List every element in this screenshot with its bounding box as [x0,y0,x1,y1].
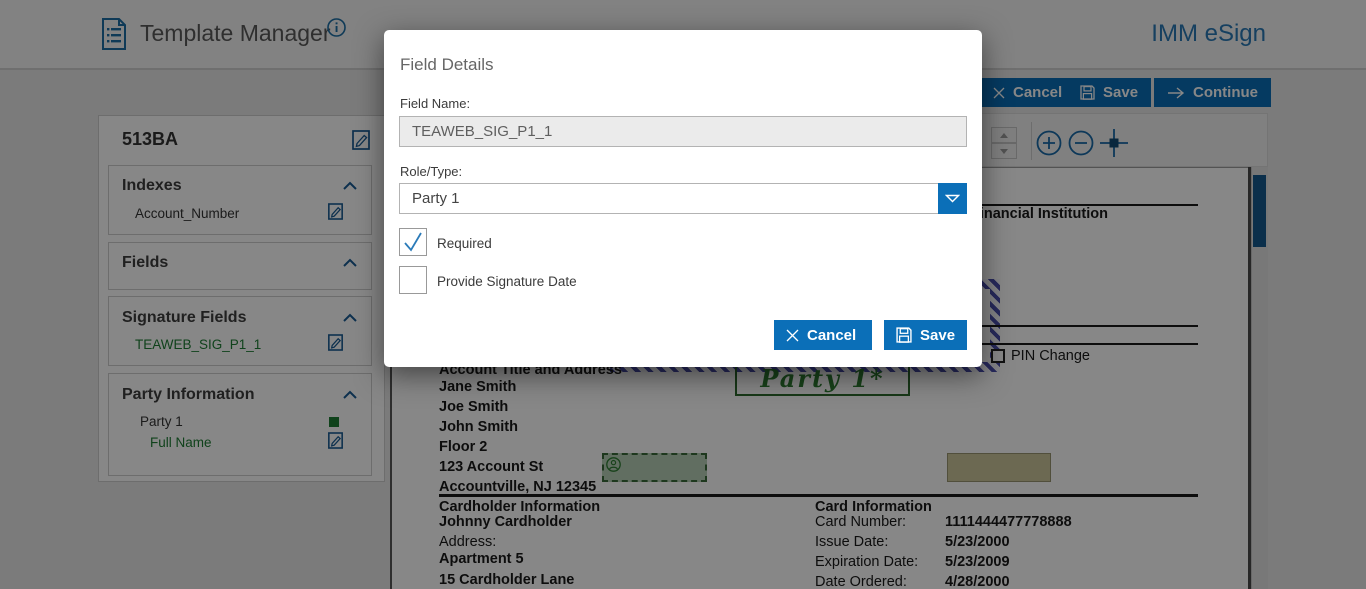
edit-index-icon[interactable] [328,203,343,220]
save-button[interactable]: Save [1067,78,1152,107]
card-row-label: Date Ordered: [815,574,907,589]
account-line: 123 Account St [439,459,544,475]
doc-financial-institution: Financial Institution [971,206,1108,222]
role-type-select[interactable]: Party 1 [399,183,967,214]
continue-button[interactable]: Continue [1154,78,1271,107]
signature-fields-section-title: Signature Fields [122,309,247,326]
continue-button-label: Continue [1193,84,1258,101]
cardholder-name: Johnny Cardholder [439,514,572,530]
indexes-section-title: Indexes [122,177,182,194]
dialog-title: Field Details [400,55,494,74]
index-item-account-number: Account_Number [135,206,240,221]
template-manager-icon [100,17,128,51]
checkmark-icon [404,232,422,252]
card-row-value: 1111444477778888 [945,514,1072,530]
crosshair-icon[interactable] [1098,128,1130,158]
fields-panel [108,242,372,290]
indexes-panel [108,165,372,235]
provide-signature-date-checkbox[interactable] [399,266,427,294]
provide-signature-date-label: Provide Signature Date [437,274,577,289]
party-status-square-icon [329,417,339,427]
pin-change-checkbox[interactable] [991,349,1005,363]
cardholder-address2: 15 Cardholder Lane [439,572,575,588]
continue-arrow-icon [1167,86,1185,99]
cancel-button-label: Cancel [1013,84,1063,101]
signature-field-item: TEAWEB_SIG_P1_1 [135,337,262,352]
signature-fields-panel [108,296,372,366]
role-type-label: Role/Type: [400,164,463,179]
fields-section-title: Fields [122,254,169,271]
collapse-party-information-chevron-up-icon[interactable] [342,390,358,400]
field-name-label: Field Name: [400,96,471,111]
document-scrollbar[interactable] [1251,167,1268,589]
party-information-panel [108,373,372,476]
field-details-dialog: Field Details Field Name: Role/Type: Par… [384,30,982,367]
account-line: Jane Smith [439,379,517,395]
cardholder-address-label: Address: [439,534,497,550]
field-name-input[interactable] [399,116,967,147]
account-line: Joe Smith [439,399,509,415]
page-down-icon[interactable] [991,143,1017,159]
dialog-save-button[interactable]: Save [884,320,967,350]
template-name: 513BA [122,129,179,149]
toolbar-divider [1031,122,1032,160]
date-stamp-field[interactable] [947,453,1051,482]
required-checkbox[interactable] [399,228,427,256]
dialog-save-label: Save [920,326,956,344]
collapse-signature-fields-chevron-up-icon[interactable] [342,313,358,323]
dialog-cancel-button[interactable]: Cancel [774,320,872,350]
info-icon[interactable] [327,18,346,37]
chevron-down-icon[interactable] [938,183,967,214]
brand-logo: IMM eSign [1151,20,1266,47]
collapse-fields-chevron-up-icon[interactable] [342,258,358,268]
save-floppy-icon [896,327,912,343]
card-header: Card Information [815,499,932,515]
card-row-value: 5/23/2000 [945,534,1010,550]
card-row-label: Issue Date: [815,534,889,550]
page-up-icon[interactable] [991,127,1017,143]
document-scrollbar-thumb[interactable] [1253,175,1266,247]
party-information-section-title: Party Information [122,386,255,403]
cardholder-address1: Apartment 5 [439,551,524,567]
cancel-x-icon [993,87,1005,99]
edit-signature-field-icon[interactable] [328,334,343,351]
card-row-label: Expiration Date: [815,554,919,570]
card-row-value: 4/28/2000 [945,574,1010,589]
save-floppy-icon [1080,85,1095,100]
party-full-name-item: Full Name [150,435,212,450]
required-label: Required [437,236,492,251]
edit-full-name-icon[interactable] [328,432,343,449]
cancel-button[interactable]: Cancel [980,78,1076,107]
role-type-selected-value: Party 1 [412,190,460,207]
document-edge [1248,167,1251,589]
dialog-cancel-label: Cancel [807,326,857,344]
party-item: Party 1 [140,414,183,429]
party-stamp-label: Party 1* [760,364,885,393]
page-title: Template Manager [140,20,331,46]
cardholder-header: Cardholder Information [439,499,601,515]
signature-placement-field[interactable] [602,453,707,482]
zoom-in-icon[interactable] [1036,130,1062,156]
doc-section-rule [439,494,1198,497]
collapse-indexes-chevron-up-icon[interactable] [342,181,358,191]
cancel-x-icon [786,329,799,342]
account-line: Accountville, NJ 12345 [439,479,597,495]
person-icon [606,457,621,472]
pin-change-label: PIN Change [1011,348,1090,364]
edit-template-icon[interactable] [352,130,370,150]
save-button-label: Save [1103,84,1139,101]
account-line: Floor 2 [439,439,488,455]
card-row-value: 5/23/2009 [945,554,1010,570]
card-row-label: Card Number: [815,514,907,530]
account-line: John Smith [439,419,518,435]
zoom-out-icon[interactable] [1068,130,1094,156]
